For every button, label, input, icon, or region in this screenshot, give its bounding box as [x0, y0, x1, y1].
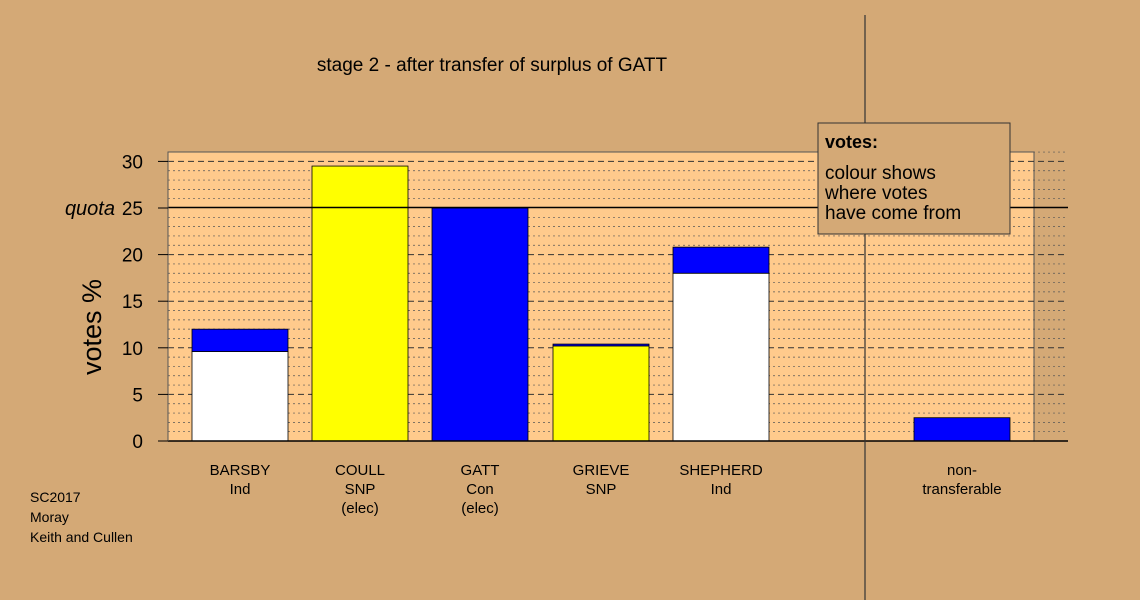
- legend-line: where votes: [824, 183, 927, 204]
- bar-stack: [191, 328, 289, 442]
- legend-title: votes:: [825, 132, 878, 152]
- x-tick-label: Ind: [230, 481, 251, 498]
- y-tick-label: 0: [132, 432, 143, 453]
- chart-title: stage 2 - after transfer of surplus of G…: [317, 55, 668, 76]
- footer: SC2017 Moray Keith and Cullen: [30, 489, 133, 545]
- x-axis-labels: BARSBY Ind COULL SNP (elec) GATT Con (elec) GRIE…: [210, 462, 1002, 517]
- footer-line: Keith and Cullen: [30, 529, 133, 545]
- bar-segment: [672, 246, 770, 274]
- bar-stack: [552, 343, 650, 442]
- y-tick-label: 20: [122, 246, 143, 267]
- y-tick-label: 5: [132, 385, 143, 406]
- y-tick-label: 15: [122, 292, 143, 313]
- x-tick-label: SNP: [345, 481, 376, 498]
- x-tick-label: Con: [466, 481, 494, 498]
- x-tick-label: Ind: [711, 481, 732, 498]
- y-tick-label: 25: [122, 199, 143, 220]
- bar-segment: [431, 207, 529, 442]
- x-tick-label: SHEPHERD: [679, 462, 763, 479]
- bar-segment: [552, 345, 650, 442]
- bar-stack: [913, 417, 1011, 442]
- bar-stack: [431, 207, 529, 442]
- x-tick-label: (elec): [461, 500, 499, 517]
- y-tick-label: 30: [122, 152, 143, 173]
- y-tick-label: 10: [122, 339, 143, 360]
- footer-line: SC2017: [30, 489, 81, 505]
- bar-segment: [672, 272, 770, 442]
- x-tick-label: GRIEVE: [573, 462, 630, 479]
- bar-segment: [311, 165, 409, 442]
- x-tick-label: transferable: [922, 481, 1001, 498]
- legend-line: have come from: [825, 203, 961, 224]
- quota-label: quota: [65, 198, 115, 220]
- bar-segment: [552, 343, 650, 347]
- x-tick-label: BARSBY: [210, 462, 271, 479]
- legend-box: [817, 122, 1011, 235]
- y-axis-label: votes %: [77, 279, 107, 375]
- x-tick-label: COULL: [335, 462, 385, 479]
- bar-segment: [191, 328, 289, 352]
- bars: [191, 165, 1011, 442]
- x-tick-label: SNP: [586, 481, 617, 498]
- y-axis-ticks: 0 5 10 15 20 25 30: [122, 152, 168, 453]
- x-tick-label: (elec): [341, 500, 379, 517]
- bar-stack: [311, 165, 409, 442]
- bar-stack: [672, 246, 770, 442]
- bar-segment: [191, 351, 289, 442]
- x-tick-label: non-: [947, 462, 977, 479]
- bar-segment: [913, 417, 1011, 442]
- legend: votes: colour shows where votes have com…: [817, 122, 1011, 235]
- legend-line: colour shows: [825, 163, 936, 184]
- footer-line: Moray: [30, 509, 69, 525]
- x-tick-label: GATT: [461, 462, 500, 479]
